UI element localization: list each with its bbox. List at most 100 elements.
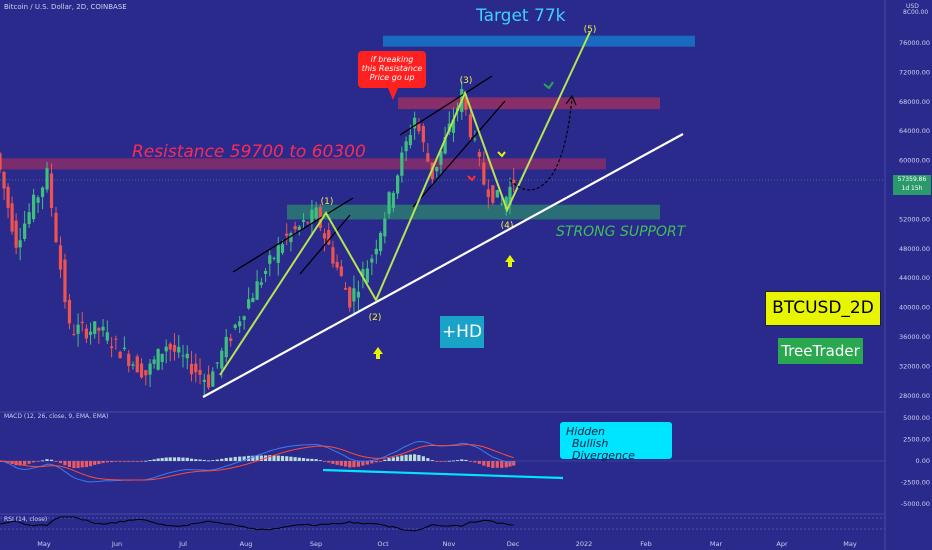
macd-bar-112 [477,461,481,464]
candle-47 [198,370,202,375]
candle-39 [164,346,168,352]
candle-91 [387,192,391,214]
candle-118 [504,196,508,210]
candle-72 [306,222,310,224]
time-axis: May Jun Jul Aug Sep Oct Nov Dec 2022 Feb Mar Apr May [37,540,857,548]
candle-42 [177,346,181,353]
macd-bar-54 [229,457,233,461]
macd-bar-11 [45,459,49,461]
macd-bar-7 [27,461,31,464]
candle-117 [500,203,504,205]
macd-bar-26 [109,461,114,463]
projection-path [509,97,573,191]
resistance-annotation: Resistance 59700 to 60300 [132,142,366,162]
candle-30 [127,353,131,366]
time-tick-0: May [37,540,51,548]
candle-29 [122,347,127,350]
macd-label: MACD (12, 26, close, 9, EMA, EMA) [4,413,109,420]
candle-24 [101,326,105,331]
macd-bar-90 [383,459,387,461]
candle-9 [36,197,40,203]
macd-line [0,441,514,483]
candle-68 [289,233,293,243]
candle-55 [233,324,237,328]
channel-line-3b [412,100,506,208]
macd-bar-55 [233,456,237,461]
macd-bar-68 [289,456,293,461]
macd-bar-6 [23,461,27,465]
up-arrow-1 [505,255,515,267]
candle-59 [251,297,255,302]
candle-112 [477,152,481,157]
candle-82 [348,287,352,308]
candle-49 [206,374,211,388]
macd-bar-82 [348,461,352,468]
candle-17 [72,333,76,335]
breaking-line-2: this Resistance [361,64,423,73]
macd-bar-23 [97,461,101,465]
candle-50 [211,371,215,387]
candle-41 [172,345,177,352]
candle-114 [486,189,490,198]
candle-74 [314,207,318,219]
macd-bar-107 [456,460,460,461]
candle-25 [105,332,109,341]
macd-bar-64 [272,455,276,461]
macd-bar-63 [268,455,272,461]
time-tick-1: Jun [111,540,122,548]
price-tick-3: 64000.00 [899,127,930,135]
macd-bar-9 [36,461,40,462]
time-tick-10: Mar [710,540,723,548]
macd-bar-48 [202,459,206,461]
macd-bar-119 [508,461,512,467]
price-tick-7: 48000.00 [899,245,930,253]
last-price-countdown: 1d 15h [901,185,923,192]
macd-bar-35 [148,460,152,461]
candle-90 [383,218,387,237]
macd-bar-32 [135,461,139,462]
wave-label-0: (1) [321,197,334,207]
macd-bar-25 [105,461,109,463]
signal-line [0,444,514,481]
candle-83 [352,288,356,302]
candle-109 [464,97,468,110]
macd-bar-57 [242,456,246,461]
macd-bar-49 [206,460,211,462]
candle-103 [439,151,443,165]
macd-bar-53 [224,457,228,461]
candle-84 [356,291,360,298]
candle-18 [76,324,80,334]
candle-45 [189,363,194,375]
zone-3 [398,97,660,110]
macd-bar-36 [152,459,156,461]
last-price-tag: 57359.86 1d 15h [893,175,931,195]
price-tick-11: 32000.00 [899,362,930,370]
candle-43 [181,355,185,357]
macd-bar-110 [468,461,472,462]
macd-bar-43 [181,457,185,461]
candle-7 [27,212,31,225]
wave-label-3: (4) [501,221,514,231]
macd-bar-94 [400,455,404,461]
macd-bar-117 [500,461,504,468]
candle-12 [49,173,54,208]
macd-bar-76 [322,461,327,462]
macd-bar-114 [486,461,490,468]
candle-93 [396,175,400,194]
price-tick-2: 68000.00 [899,98,930,106]
candle-79 [335,261,339,268]
macd-bar-72 [306,458,310,461]
price-tick-0: 76000.00 [899,39,930,47]
macd-bar-61 [259,455,263,461]
axis-top-label: 8C00.00 [903,9,929,16]
macd-bar-69 [293,457,297,461]
macd-bar-109 [464,459,468,461]
candle-2 [6,186,10,208]
macd-bar-88 [374,461,378,463]
candle-88 [374,248,378,255]
macd-bar-106 [451,460,456,462]
divergence-line-2: Bullish Divergence [572,437,635,462]
support-trendline [202,133,684,398]
support-annotation: STRONG SUPPORT [556,224,686,240]
